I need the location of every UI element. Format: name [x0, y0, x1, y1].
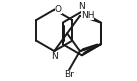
Text: NH: NH: [81, 11, 94, 20]
Text: Br: Br: [64, 70, 74, 79]
Text: N: N: [51, 52, 58, 61]
Text: N: N: [78, 2, 85, 11]
Text: O: O: [55, 5, 62, 14]
